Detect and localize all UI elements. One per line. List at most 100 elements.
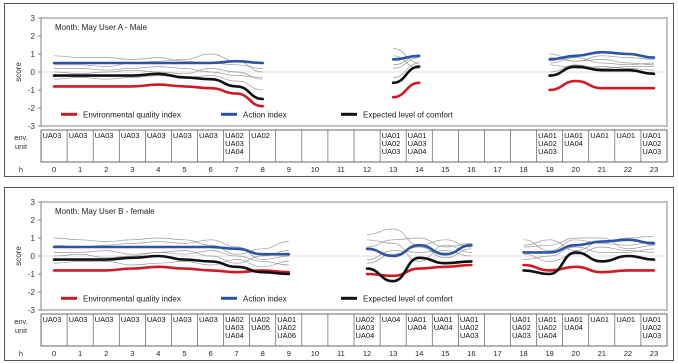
thin-line [367,237,472,248]
hour-label: 21 [598,165,606,174]
env-unit-cell: UA03 [642,147,661,156]
hour-label: 11 [337,165,345,174]
env-unit-cell: UA01 [434,315,453,324]
env-unit-cell: UA01 [564,131,583,140]
env-unit-cell: UA03 [642,331,661,340]
env-unit-cell: UA03 [173,131,192,140]
comfort-series-line [391,65,421,85]
env-unit-cell: UA04 [408,323,427,332]
env-unit-cell: UA04 [408,147,427,156]
hour-label: 3 [130,165,134,174]
hour-label: 2 [104,165,108,174]
thin-line [54,53,263,73]
hour-label: 14 [415,349,423,358]
legend-action-label: Action index [243,294,287,303]
row-label-unit: unit [15,142,28,151]
y-tick-label: 1 [31,50,36,59]
hour-label: 14 [415,165,423,174]
thin-line [54,66,263,78]
env-unit-cell: UA02 [642,323,661,332]
thin-line [523,239,654,251]
hour-label: 3 [130,349,134,358]
y-tick-label: 3 [31,14,36,23]
env-unit-cell: UA01 [277,315,296,324]
row-label-h: h [19,349,23,358]
env-unit-cell: UA02 [225,131,244,140]
env-unit-cell: UA02 [460,323,479,332]
y-tick-label: 0 [31,252,36,261]
thin-line [367,239,472,262]
row-label-env: env. [14,317,28,326]
chart-title: Month: May User A - Male [55,23,148,32]
comfort-series-line [365,256,473,283]
thin-line [54,259,289,268]
env-unit-cell: UA04 [225,147,244,156]
hour-label: 12 [363,349,371,358]
action-series-line [52,245,291,256]
hour-label: 2 [104,349,108,358]
env-unit-cell: UA01 [642,131,661,140]
env-unit-cell: UA04 [434,323,453,332]
env-unit-cell: UA04 [538,331,557,340]
hour-label: 10 [311,349,319,358]
thin-line [523,235,654,251]
hour-label: 15 [441,349,449,358]
hour-label: 1 [78,165,82,174]
hour-label: 0 [52,165,56,174]
env-unit-cell: UA03 [173,315,192,324]
hour-label: 8 [261,349,265,358]
env-unit-cell: UA02 [277,323,296,332]
action-series-line [548,50,656,61]
env-unit-cell: UA01 [408,315,427,324]
thin-line [549,64,654,73]
env-unit-cell: UA03 [199,315,218,324]
y-tick-label: 2 [31,216,36,225]
hour-label: 17 [493,349,501,358]
y-axis-label: score [14,62,23,82]
y-axis-label: score [14,246,23,266]
y-tick-label: -2 [28,288,36,297]
y-tick-label: 2 [31,32,36,41]
env-unit-cell: UA01 [642,315,661,324]
hour-label: 5 [182,165,186,174]
env-unit-cell: UA01 [382,131,401,140]
row-label-env: env. [14,133,28,142]
hour-label: 4 [156,349,160,358]
hour-label: 18 [519,165,527,174]
thin-line [367,246,472,264]
hour-label: 22 [624,349,632,358]
env-unit-cell: UA03 [69,131,88,140]
thin-line [393,62,420,78]
hour-label: 23 [650,165,658,174]
env-unit-cell: UA04 [564,139,583,148]
env-unit-cell: UA03 [43,315,62,324]
env-unit-cell: UA01 [512,315,531,324]
thin-line [54,75,263,91]
thin-line [54,55,263,69]
hour-label: 20 [572,165,580,174]
thin-line [393,48,420,64]
env-unit-cell: UA01 [538,315,557,324]
action-series-line [391,54,421,61]
legend-env-label: Environmental quality index [83,110,181,119]
env-unit-cell: UA01 [616,315,635,324]
env-unit-cell: UA01 [590,315,609,324]
chart-panel-user-b: 3 2 1 0 -1 -2 -3 score Month: May User B - femal… [4,187,674,361]
legend-env-label: Environmental quality index [83,294,181,303]
hour-label: 9 [287,349,291,358]
hour-label: 19 [545,349,553,358]
hour-label: 16 [467,165,475,174]
env-unit-cell: UA03 [147,315,166,324]
env-series-line [365,263,473,278]
env-unit-cell: UA02 [512,323,531,332]
env-unit-cell: UA01 [564,315,583,324]
thin-line [549,57,654,66]
env-unit-cell: UA03 [382,147,401,156]
comfort-series-line [548,65,656,77]
env-unit-cell: UA04 [564,323,583,332]
env-unit-cell: UA03 [538,147,557,156]
legend-action-label: Action index [243,110,287,119]
row-label-h: h [19,165,23,174]
env-series-line [52,83,265,108]
